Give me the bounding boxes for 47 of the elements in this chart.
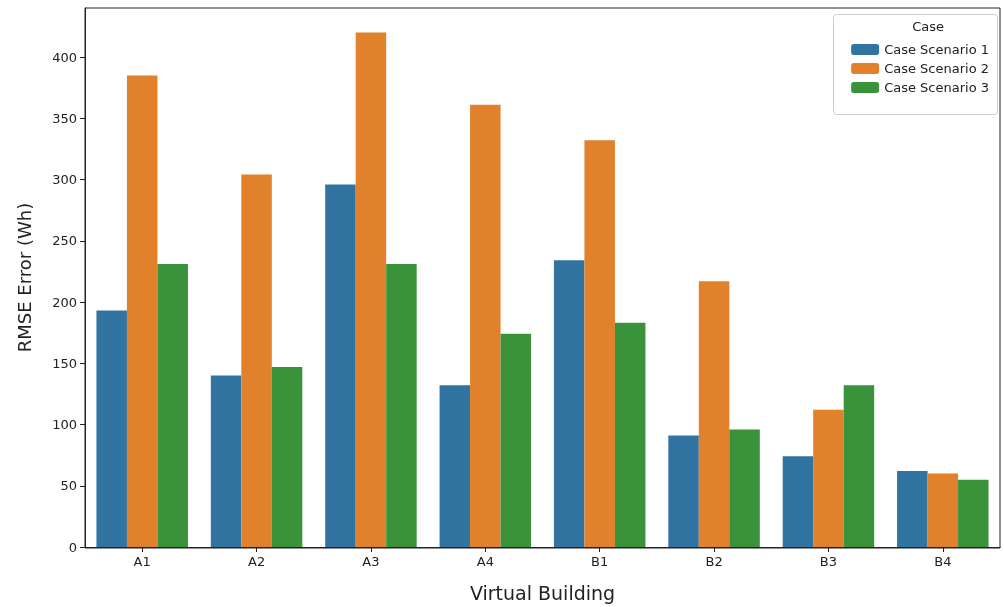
y-tick-label: 250 <box>52 233 77 249</box>
y-tick-label: 0 <box>68 539 77 555</box>
bar <box>439 385 471 547</box>
bar <box>500 333 532 547</box>
bar <box>897 471 928 547</box>
x-tick-label: A3 <box>362 554 380 569</box>
bar <box>96 310 127 547</box>
y-tick-label: 400 <box>52 49 77 65</box>
x-tick-label: A2 <box>247 554 266 569</box>
bar <box>157 264 188 547</box>
bar <box>325 184 356 547</box>
y-tick-label: 300 <box>52 172 77 187</box>
bar <box>782 456 814 547</box>
bar <box>729 429 760 547</box>
y-tick-label: 200 <box>52 294 77 310</box>
x-tick-label: B2 <box>705 554 723 569</box>
bar <box>813 409 844 547</box>
bar <box>668 435 699 547</box>
bar <box>126 75 158 547</box>
bar <box>553 260 585 547</box>
bar <box>210 375 242 547</box>
x-tick-label: B1 <box>591 554 609 569</box>
bar <box>614 322 646 547</box>
bar <box>958 479 989 547</box>
y-tick-label: 100 <box>52 417 77 432</box>
bar <box>355 32 387 547</box>
y-tick-label: 50 <box>60 478 77 494</box>
x-tick-label: B4 <box>934 554 952 569</box>
legend-label: Case Scenario 2 <box>884 61 990 76</box>
bar <box>698 281 730 547</box>
legend-title: Case <box>912 19 945 34</box>
bar <box>470 104 501 547</box>
bar <box>386 264 417 547</box>
y-axis-title: RMSE Error (Wh) <box>13 202 35 353</box>
bar <box>241 174 272 547</box>
x-tick-label: A4 <box>476 554 494 569</box>
x-axis-title: Virtual Building <box>469 581 616 604</box>
x-tick-label: B3 <box>819 554 838 569</box>
legend-label: Case Scenario 3 <box>884 80 990 95</box>
legend-label: Case Scenario 1 <box>884 42 990 57</box>
bar <box>271 366 303 547</box>
x-tick-label: A1 <box>133 554 151 569</box>
bar <box>843 385 875 547</box>
bar <box>584 140 615 547</box>
bar <box>927 473 959 547</box>
y-tick-label: 150 <box>52 355 77 371</box>
y-tick-label: 350 <box>52 110 77 126</box>
